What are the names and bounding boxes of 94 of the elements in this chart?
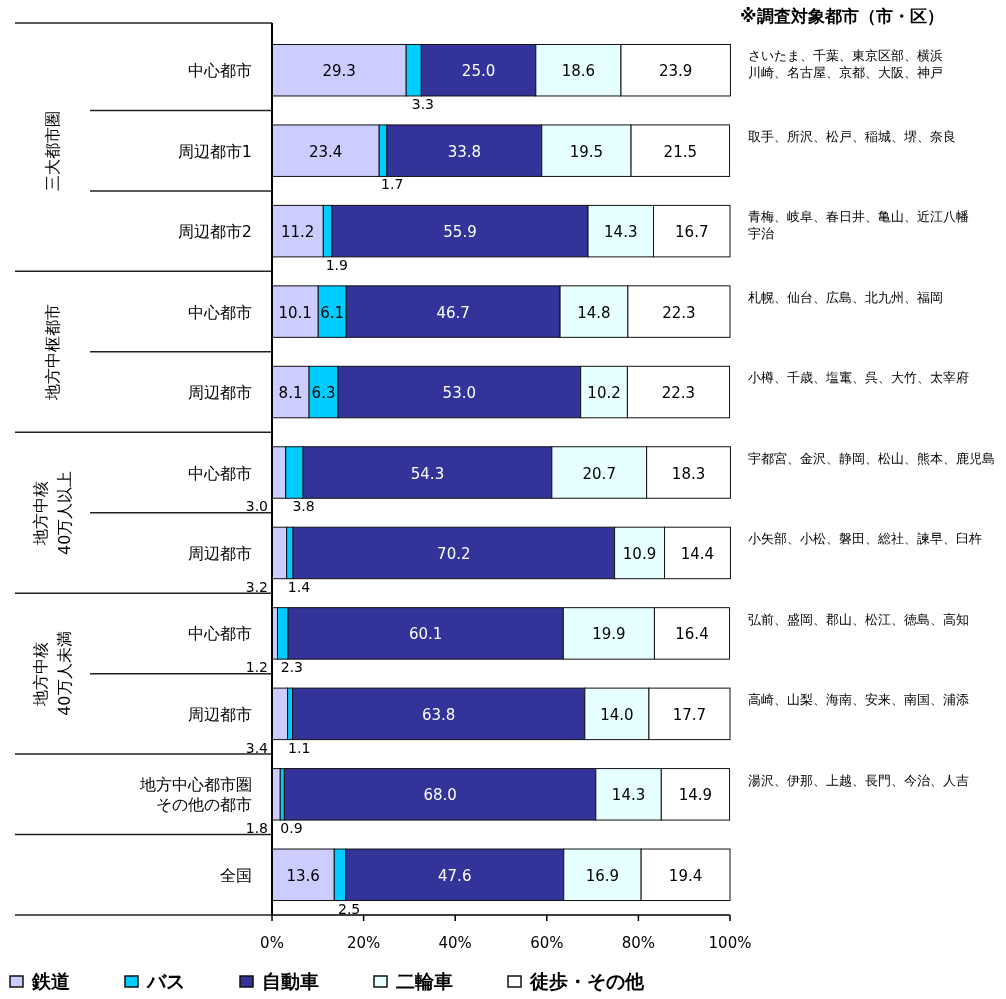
data-label: 68.0 (423, 786, 457, 805)
text: 小樽、千歳、塩竃、呉、大竹、太宰府 (748, 370, 969, 386)
text: 取手、所沢、松戸、稲城、堺、奈良 (748, 128, 956, 144)
text: 川崎、名古屋、京都、大阪、神戸 (748, 65, 943, 81)
text: ※調査対象都市（市・区） (740, 6, 944, 26)
data-label: 19.9 (592, 625, 626, 644)
data-label: 23.4 (308, 142, 343, 161)
data-label: 19.4 (668, 866, 703, 885)
data-label: 2.3 (280, 659, 304, 676)
data-label: 3.2 (245, 578, 268, 595)
legend-label: 鉄道 (31, 970, 70, 992)
y-tick-label: 地方中心都市圏その他の都市 (139, 775, 252, 815)
data-label: 14.0 (600, 705, 634, 724)
data-label: 46.7 (436, 303, 470, 322)
data-label: 1.7 (381, 176, 404, 193)
y-tick-label: 周辺都市1 (177, 141, 252, 161)
legend-label: 徒歩・その他 (529, 970, 645, 992)
text: 宇治 (748, 226, 774, 242)
data-label: 10.9 (622, 544, 657, 563)
x-tick-label: 80% (621, 934, 656, 952)
text: 湯沢、伊那、上越、長門、今治、人吉 (748, 772, 969, 788)
data-label: 25.0 (461, 62, 496, 81)
text: 札幌、仙台、広島、北九州、福岡 (748, 289, 943, 305)
legend-label: バス (146, 970, 185, 992)
text: 宇都宮、金沢、静岡、松山、熊本、鹿児島 (748, 450, 995, 466)
y-tick-label: 中心都市 (188, 61, 252, 81)
y-tick-label: 周辺都市 (188, 383, 252, 403)
data-label: 16.7 (675, 223, 709, 242)
data-label: 33.8 (447, 142, 482, 161)
y-tick-label: 中心都市 (188, 463, 252, 483)
data-label: 1.2 (245, 659, 268, 676)
data-label: 1.9 (325, 256, 348, 273)
data-label: 47.6 (438, 866, 472, 885)
data-label: 11.2 (280, 223, 315, 242)
data-label: 54.3 (410, 464, 445, 483)
data-label: 53.0 (442, 384, 477, 403)
data-label: 14.4 (680, 544, 715, 563)
data-label: 10.2 (587, 384, 621, 403)
text: さいたま、千葉、東京区部、横浜 (748, 48, 943, 64)
data-label: 63.8 (422, 705, 456, 724)
data-label: 19.5 (569, 142, 604, 161)
data-label: 3.3 (411, 95, 435, 112)
y-tick-label: 中心都市 (188, 624, 252, 644)
text: 弘前、盛岡、郡山、松江、徳島、高知 (748, 611, 969, 627)
x-tick-label: 20% (346, 934, 381, 952)
data-label: 55.9 (443, 223, 477, 242)
data-label: 10.1 (278, 303, 312, 322)
data-label: 13.6 (286, 866, 320, 885)
data-label: 20.7 (582, 464, 616, 483)
data-label: 3.4 (245, 739, 269, 756)
y-tick-label: 周辺都市 (188, 704, 252, 724)
text: 三大都市圏 (43, 110, 62, 191)
data-label: 22.3 (661, 384, 696, 403)
y-tick-label: 周辺都市 (188, 543, 252, 563)
data-label: 1.4 (287, 578, 311, 595)
data-label: 14.8 (577, 303, 611, 322)
data-label: 60.1 (408, 625, 443, 644)
data-label: 3.8 (292, 498, 315, 515)
data-label: 23.9 (659, 62, 693, 81)
text: 青梅、岐阜、春日井、亀山、近江八幡 (748, 209, 969, 225)
data-label: 6.1 (320, 303, 345, 322)
data-label: 3.0 (245, 498, 268, 515)
data-label: 14.3 (611, 786, 646, 805)
y-tick-label: 中心都市 (188, 302, 252, 322)
data-label: 6.3 (311, 384, 336, 403)
text: 高崎、山梨、海南、安来、南国、浦添 (748, 692, 969, 708)
data-label: 70.2 (437, 544, 471, 563)
data-label: 17.7 (672, 705, 707, 724)
text: 地方中枢都市 (43, 303, 62, 401)
data-label: 29.3 (322, 62, 356, 81)
text: 地方中核 40万人以上 (31, 470, 74, 555)
y-tick-label: 全国 (220, 865, 252, 885)
data-label: 2.5 (338, 900, 361, 917)
data-label: 21.5 (663, 142, 698, 161)
data-label: 16.9 (585, 866, 620, 885)
data-label: 22.3 (662, 303, 696, 322)
text: 小矢部、小松、磐田、総社、諫早、臼杵 (748, 531, 982, 547)
x-tick-label: 0% (260, 934, 284, 952)
data-label: 18.3 (671, 464, 706, 483)
x-tick-label: 60% (530, 934, 564, 952)
data-label: 1.1 (288, 739, 311, 756)
data-label: 18.6 (561, 62, 596, 81)
data-label: 16.4 (675, 625, 709, 644)
data-label: 14.9 (678, 786, 713, 805)
legend-label: 自動車 (262, 970, 319, 992)
data-label: 8.1 (278, 384, 303, 403)
x-tick-label: 40% (438, 934, 472, 952)
data-label: 14.3 (604, 223, 638, 242)
text: 地方中核 40万人未満 (31, 631, 74, 716)
data-label: 1.8 (245, 820, 268, 837)
y-tick-label: 周辺都市2 (177, 222, 252, 242)
legend-label: 二輪車 (396, 970, 453, 992)
x-tick-label: 100% (708, 934, 752, 952)
data-label: 0.9 (280, 820, 303, 837)
